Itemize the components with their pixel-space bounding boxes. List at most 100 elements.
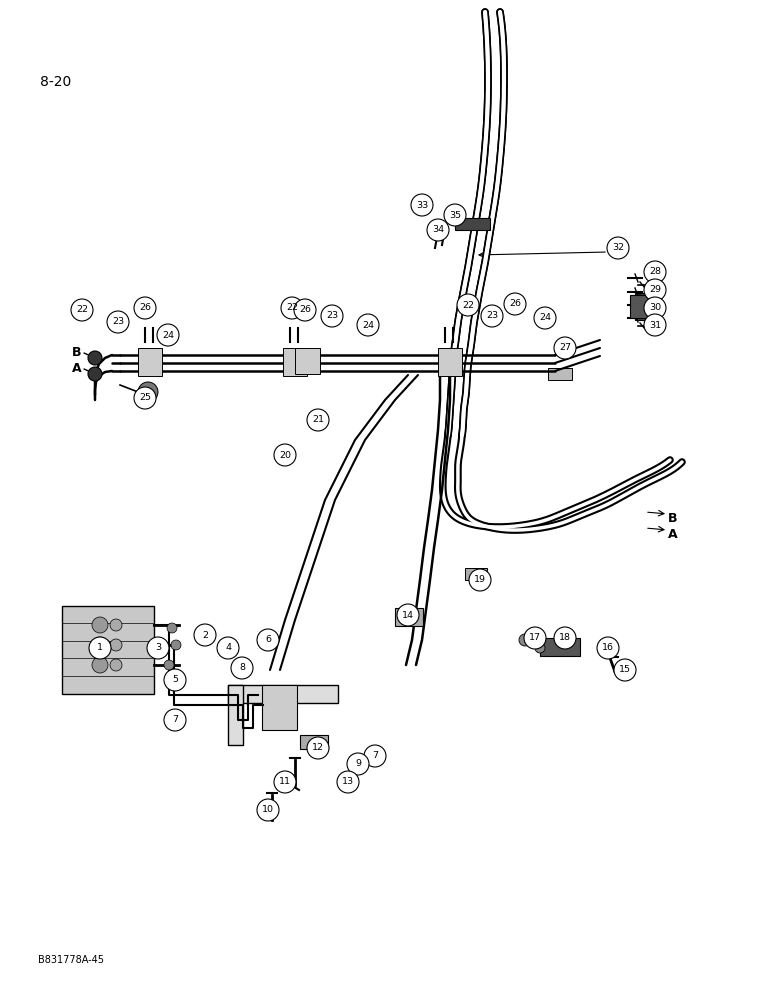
Text: 23: 23 (112, 318, 124, 326)
Text: 29: 29 (649, 286, 661, 294)
Bar (300, 735, 328, 749)
Circle shape (217, 637, 239, 659)
Circle shape (89, 637, 111, 659)
Text: 8-20: 8-20 (40, 75, 71, 89)
Bar (62, 606, 154, 694)
Circle shape (231, 657, 253, 679)
Bar (138, 348, 162, 376)
Text: 15: 15 (619, 666, 631, 674)
Circle shape (92, 657, 108, 673)
Text: 26: 26 (299, 306, 311, 314)
Circle shape (644, 297, 666, 319)
Text: 10: 10 (262, 806, 274, 814)
Text: 7: 7 (372, 752, 378, 760)
Text: 32: 32 (612, 243, 624, 252)
Circle shape (257, 629, 279, 651)
Circle shape (134, 297, 156, 319)
Text: 26: 26 (509, 300, 521, 308)
Circle shape (171, 640, 181, 650)
Circle shape (614, 659, 636, 681)
Text: 24: 24 (539, 314, 551, 322)
Text: 30: 30 (649, 304, 661, 312)
Text: 16: 16 (602, 644, 614, 652)
Text: 19: 19 (474, 576, 486, 584)
Text: 27: 27 (559, 344, 571, 353)
Circle shape (364, 745, 386, 767)
Bar (540, 638, 580, 656)
Circle shape (71, 299, 93, 321)
Circle shape (257, 799, 279, 821)
Text: 12: 12 (312, 744, 324, 752)
Circle shape (347, 753, 369, 775)
Circle shape (147, 637, 169, 659)
Circle shape (411, 194, 433, 216)
Text: 26: 26 (139, 304, 151, 312)
Text: 6: 6 (265, 636, 271, 645)
Circle shape (164, 660, 174, 670)
Circle shape (337, 771, 359, 793)
Text: A: A (668, 528, 678, 540)
Text: 14: 14 (402, 610, 414, 619)
Polygon shape (635, 293, 660, 320)
Text: 25: 25 (139, 393, 151, 402)
Text: 23: 23 (326, 312, 338, 320)
Circle shape (554, 627, 576, 649)
Circle shape (307, 737, 329, 759)
Circle shape (134, 387, 156, 409)
Text: 2: 2 (202, 631, 208, 640)
Polygon shape (548, 368, 572, 380)
Circle shape (321, 305, 343, 327)
Text: 4: 4 (225, 644, 231, 652)
Polygon shape (630, 295, 648, 318)
Text: 13: 13 (342, 778, 354, 786)
Circle shape (110, 619, 122, 631)
Text: 23: 23 (486, 312, 498, 320)
Text: B: B (668, 512, 678, 524)
Circle shape (157, 640, 167, 650)
Circle shape (164, 709, 186, 731)
Bar (283, 348, 307, 376)
Circle shape (167, 623, 177, 633)
Circle shape (504, 293, 526, 315)
Circle shape (138, 382, 158, 402)
Text: 22: 22 (76, 306, 88, 314)
Circle shape (274, 444, 296, 466)
Text: 34: 34 (432, 226, 444, 234)
Circle shape (457, 294, 479, 316)
Bar (228, 685, 243, 745)
Text: 24: 24 (362, 320, 374, 330)
Circle shape (481, 305, 503, 327)
Circle shape (107, 311, 129, 333)
Circle shape (535, 643, 545, 653)
Circle shape (274, 771, 296, 793)
Circle shape (554, 337, 576, 359)
Circle shape (607, 237, 629, 259)
Circle shape (519, 634, 531, 646)
Text: 28: 28 (649, 267, 661, 276)
Circle shape (88, 351, 102, 365)
Circle shape (644, 261, 666, 283)
Circle shape (88, 367, 102, 381)
Circle shape (110, 659, 122, 671)
Circle shape (281, 297, 303, 319)
Bar (295, 348, 320, 374)
Text: B831778A-45: B831778A-45 (38, 955, 104, 965)
Circle shape (644, 314, 666, 336)
Text: 20: 20 (279, 450, 291, 460)
Text: 17: 17 (529, 634, 541, 643)
Text: 11: 11 (279, 778, 291, 786)
Circle shape (444, 204, 466, 226)
Circle shape (597, 637, 619, 659)
Circle shape (357, 314, 379, 336)
Circle shape (294, 299, 316, 321)
Circle shape (194, 624, 216, 646)
Text: 5: 5 (172, 676, 178, 684)
Text: 22: 22 (286, 304, 298, 312)
Circle shape (644, 279, 666, 301)
Bar (465, 568, 487, 580)
Circle shape (397, 604, 419, 626)
Text: 24: 24 (162, 330, 174, 340)
Text: 22: 22 (462, 300, 474, 310)
Text: B: B (72, 347, 82, 360)
Circle shape (157, 324, 179, 346)
